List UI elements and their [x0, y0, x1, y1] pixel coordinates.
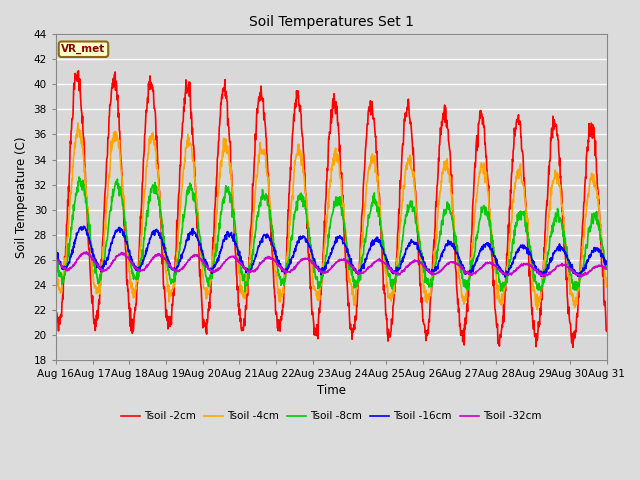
Tsoil -16cm: [52, 248, 60, 254]
Tsoil -8cm: [175, 254, 182, 260]
Tsoil -8cm: [241, 289, 249, 295]
Tsoil -16cm: [175, 263, 182, 268]
Tsoil -2cm: [489, 267, 497, 273]
Tsoil -8cm: [236, 261, 244, 266]
Tsoil -32cm: [603, 266, 611, 272]
Line: Tsoil -32cm: Tsoil -32cm: [56, 252, 607, 276]
Tsoil -2cm: [417, 291, 425, 297]
Tsoil -2cm: [236, 319, 244, 324]
Text: VR_met: VR_met: [61, 44, 106, 54]
Line: Tsoil -2cm: Tsoil -2cm: [56, 71, 607, 348]
Tsoil -16cm: [236, 258, 244, 264]
Tsoil -32cm: [417, 259, 425, 265]
Tsoil -4cm: [603, 284, 611, 290]
Tsoil -4cm: [74, 120, 82, 126]
Tsoil -8cm: [603, 264, 611, 270]
Tsoil -4cm: [489, 241, 497, 247]
Tsoil -4cm: [52, 275, 60, 281]
Tsoil -2cm: [52, 294, 60, 300]
Tsoil -16cm: [603, 262, 611, 267]
X-axis label: Time: Time: [317, 384, 346, 397]
Line: Tsoil -16cm: Tsoil -16cm: [56, 226, 607, 277]
Title: Soil Temperatures Set 1: Soil Temperatures Set 1: [249, 15, 413, 29]
Tsoil -8cm: [417, 255, 425, 261]
Tsoil -4cm: [161, 261, 169, 266]
Tsoil -32cm: [52, 254, 60, 260]
Tsoil -4cm: [534, 307, 541, 312]
Tsoil -16cm: [161, 250, 169, 256]
Line: Tsoil -8cm: Tsoil -8cm: [56, 177, 607, 292]
Tsoil -2cm: [603, 328, 611, 334]
Tsoil -32cm: [175, 268, 182, 274]
Tsoil -8cm: [490, 245, 497, 251]
Tsoil -32cm: [540, 274, 547, 279]
Tsoil -32cm: [161, 256, 169, 262]
Tsoil -8cm: [161, 246, 169, 252]
Tsoil -2cm: [175, 192, 182, 197]
Y-axis label: Soil Temperature (C): Soil Temperature (C): [15, 136, 28, 258]
Tsoil -4cm: [175, 226, 182, 231]
Tsoil -2cm: [569, 345, 577, 350]
Tsoil -16cm: [80, 223, 88, 229]
Tsoil -2cm: [75, 68, 83, 73]
Tsoil -32cm: [538, 271, 545, 277]
Tsoil -4cm: [236, 289, 244, 295]
Tsoil -32cm: [236, 261, 244, 266]
Tsoil -8cm: [538, 283, 546, 289]
Tsoil -2cm: [161, 297, 169, 302]
Tsoil -16cm: [538, 270, 546, 276]
Tsoil -4cm: [417, 256, 425, 262]
Tsoil -16cm: [501, 274, 509, 280]
Tsoil -8cm: [52, 243, 60, 249]
Tsoil -16cm: [489, 249, 497, 255]
Line: Tsoil -4cm: Tsoil -4cm: [56, 123, 607, 310]
Tsoil -32cm: [489, 261, 497, 267]
Legend: Tsoil -2cm, Tsoil -4cm, Tsoil -8cm, Tsoil -16cm, Tsoil -32cm: Tsoil -2cm, Tsoil -4cm, Tsoil -8cm, Tsoi…: [116, 408, 546, 426]
Tsoil -16cm: [417, 251, 425, 257]
Tsoil -8cm: [76, 174, 83, 180]
Tsoil -2cm: [538, 290, 545, 296]
Tsoil -4cm: [538, 282, 546, 288]
Tsoil -32cm: [83, 249, 90, 254]
